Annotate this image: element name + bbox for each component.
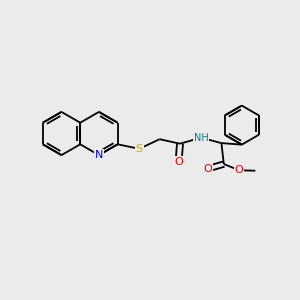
Text: O: O	[234, 165, 243, 175]
Text: N: N	[95, 150, 103, 160]
Text: S: S	[136, 144, 143, 154]
Text: NH: NH	[194, 133, 208, 143]
Text: O: O	[204, 164, 213, 174]
Text: O: O	[174, 157, 183, 167]
